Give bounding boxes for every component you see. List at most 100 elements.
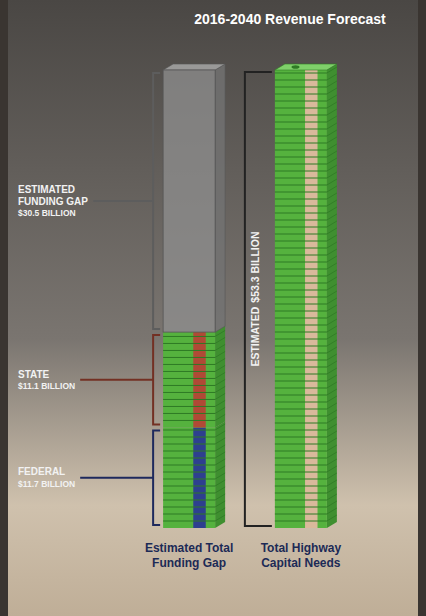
series-label: ESTIMATEDFUNDING GAP$30.5 BILLION [18, 184, 88, 218]
bill-edge [327, 305, 337, 311]
bill-edge [163, 479, 215, 480]
bill-edge [163, 458, 215, 459]
bill-edge [215, 508, 225, 514]
bill-edge [215, 379, 225, 385]
data-label: $30.5 BILLION [18, 208, 76, 218]
bill-edge [163, 493, 215, 494]
bill-edge [275, 185, 327, 186]
bill-edge [275, 472, 327, 473]
bill-edge [327, 291, 337, 297]
bill-edge [275, 276, 327, 277]
series-name: ESTIMATED [249, 306, 261, 366]
bill-edge [215, 393, 225, 399]
bill-edge [215, 372, 225, 378]
bill-edge [215, 414, 225, 420]
bill-edge [215, 344, 225, 350]
series-name: STATE [18, 369, 50, 380]
bill-edge [163, 343, 215, 344]
bill-edge [163, 406, 215, 407]
bill-edge [275, 479, 327, 480]
bill-edge [275, 367, 327, 368]
bill-edge [327, 193, 337, 199]
bill-edge [163, 357, 215, 358]
bill-edge [327, 186, 337, 192]
bill-edge [275, 486, 327, 487]
bill-edge [327, 235, 337, 241]
category-label-line: Total Highway [261, 541, 342, 555]
bill-edge [275, 241, 327, 242]
bill-edge [275, 332, 327, 333]
bill-edge [327, 270, 337, 276]
bill-edge [327, 102, 337, 108]
bill-edge [327, 368, 337, 374]
series-label: ESTIMATED$53.3 BILLION [249, 231, 261, 366]
bill-edge [327, 347, 337, 353]
series-name: FEDERAL [18, 466, 65, 477]
bill-edge [327, 298, 337, 304]
leader-line [80, 477, 153, 479]
bill-edge [327, 242, 337, 248]
bill-edge [275, 402, 327, 403]
bill-edge [215, 501, 225, 507]
bill-edge [327, 228, 337, 234]
bill-edge [275, 206, 327, 207]
bill-edge [215, 438, 225, 444]
bill-edge [275, 430, 327, 431]
bill-edge [275, 115, 327, 116]
bill-edge [163, 451, 215, 452]
bill-edge [327, 263, 337, 269]
bill-edge [163, 392, 215, 393]
bill-edge [163, 437, 215, 438]
category-label: Total HighwayCapital Needs [261, 541, 342, 570]
bill-edge [275, 444, 327, 445]
bill-edge [327, 501, 337, 507]
bill-edge [275, 129, 327, 130]
bill-edge [275, 381, 327, 382]
bill-edge [327, 165, 337, 171]
bill-edge [275, 325, 327, 326]
bill-edge [327, 123, 337, 129]
bill-edge [215, 337, 225, 343]
bill-edge [275, 94, 327, 95]
bill-edge [275, 409, 327, 410]
bill-edge [327, 179, 337, 185]
bar [275, 70, 327, 528]
series-name: ESTIMATED [18, 184, 75, 195]
bill-edge [163, 472, 215, 473]
bill-edge [327, 256, 337, 262]
bracket [245, 72, 272, 526]
bill-edge [215, 407, 225, 413]
bill-edge [327, 109, 337, 115]
bill-edge [215, 452, 225, 458]
bill-edge [163, 385, 215, 386]
bar-side [215, 326, 225, 427]
bill-edge [327, 207, 337, 213]
bill-edge [215, 351, 225, 357]
bill-edge [163, 371, 215, 372]
bill-edge [327, 326, 337, 332]
bill-edge [327, 403, 337, 409]
bill-edge [327, 487, 337, 493]
leader-line [80, 379, 153, 381]
bar [163, 70, 215, 332]
bill-edge [327, 137, 337, 143]
bill-edge [327, 340, 337, 346]
bill-edge [275, 213, 327, 214]
bill-edge [327, 473, 337, 479]
bill-edge [275, 346, 327, 347]
data-label: $11.1 BILLION [18, 381, 75, 391]
bill-edge [327, 389, 337, 395]
bill-edge [215, 480, 225, 486]
bill-edge [327, 494, 337, 500]
bill-edge [327, 277, 337, 283]
bill-edge [327, 396, 337, 402]
bill-edge [275, 297, 327, 298]
bill-edge [275, 143, 327, 144]
bill-edge [327, 459, 337, 465]
bill-edge [275, 87, 327, 88]
bill-edge [163, 378, 215, 379]
category-label-line: Capital Needs [261, 556, 341, 570]
bill-edge [275, 248, 327, 249]
bill-edge [215, 466, 225, 472]
bill-edge [275, 220, 327, 221]
